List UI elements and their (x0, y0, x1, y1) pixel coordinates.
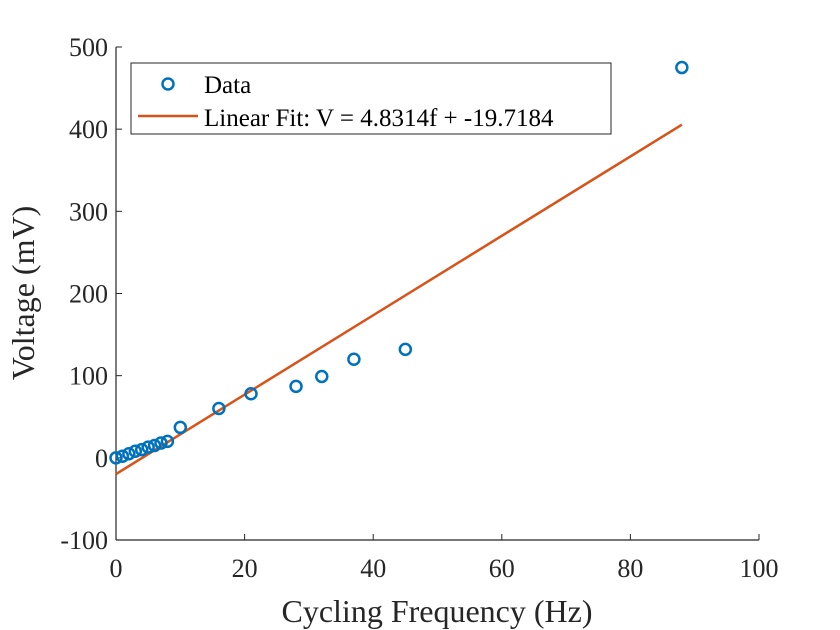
data-point (347, 352, 361, 366)
legend-data-marker (161, 77, 175, 91)
data-point (675, 60, 689, 75)
data-point (398, 342, 413, 357)
data-points (109, 60, 689, 465)
data-point (212, 401, 226, 416)
data-point (315, 369, 329, 384)
data-point (141, 440, 155, 454)
data-point (122, 446, 136, 461)
y-tick-label: 500 (69, 33, 108, 62)
legend: Data Linear Fit: V = 4.8314f + -19.7184 (130, 62, 612, 135)
y-tick-label: 100 (69, 362, 108, 391)
linear-fit-line (115, 123, 683, 476)
y-tick-label: 200 (69, 280, 108, 309)
legend-label-linear-fit: Linear Fit: V = 4.8314f + -19.7184 (204, 105, 554, 132)
x-tick-label: 0 (110, 554, 123, 583)
y-tick-label: -100 (60, 526, 108, 555)
y-tick-label: 400 (69, 115, 108, 144)
x-tick-label: 40 (360, 554, 386, 583)
y-ticks: -100 0 100 200 300 400 500 (60, 33, 122, 555)
x-ticks: 0 20 40 60 80 100 (110, 534, 779, 583)
x-tick-label: 100 (740, 554, 779, 583)
y-tick-label: 0 (95, 444, 108, 473)
legend-label-data: Data (204, 72, 251, 99)
data-point (173, 420, 188, 435)
x-tick-label: 20 (232, 554, 258, 583)
data-point (109, 451, 123, 465)
x-tick-label: 60 (489, 554, 515, 583)
data-point (160, 434, 175, 449)
y-axis-label: Voltage (mV) (5, 206, 41, 380)
data-point (289, 379, 303, 394)
data-point (128, 444, 143, 459)
data-point (134, 442, 149, 457)
x-axis-label: Cycling Frequency (Hz) (281, 593, 592, 629)
data-point (244, 386, 258, 401)
data-point (115, 449, 130, 463)
legend-box (130, 62, 612, 135)
data-point (147, 438, 162, 453)
x-tick-label: 80 (617, 554, 643, 583)
y-tick-label: 300 (69, 197, 108, 226)
data-point (154, 436, 168, 450)
